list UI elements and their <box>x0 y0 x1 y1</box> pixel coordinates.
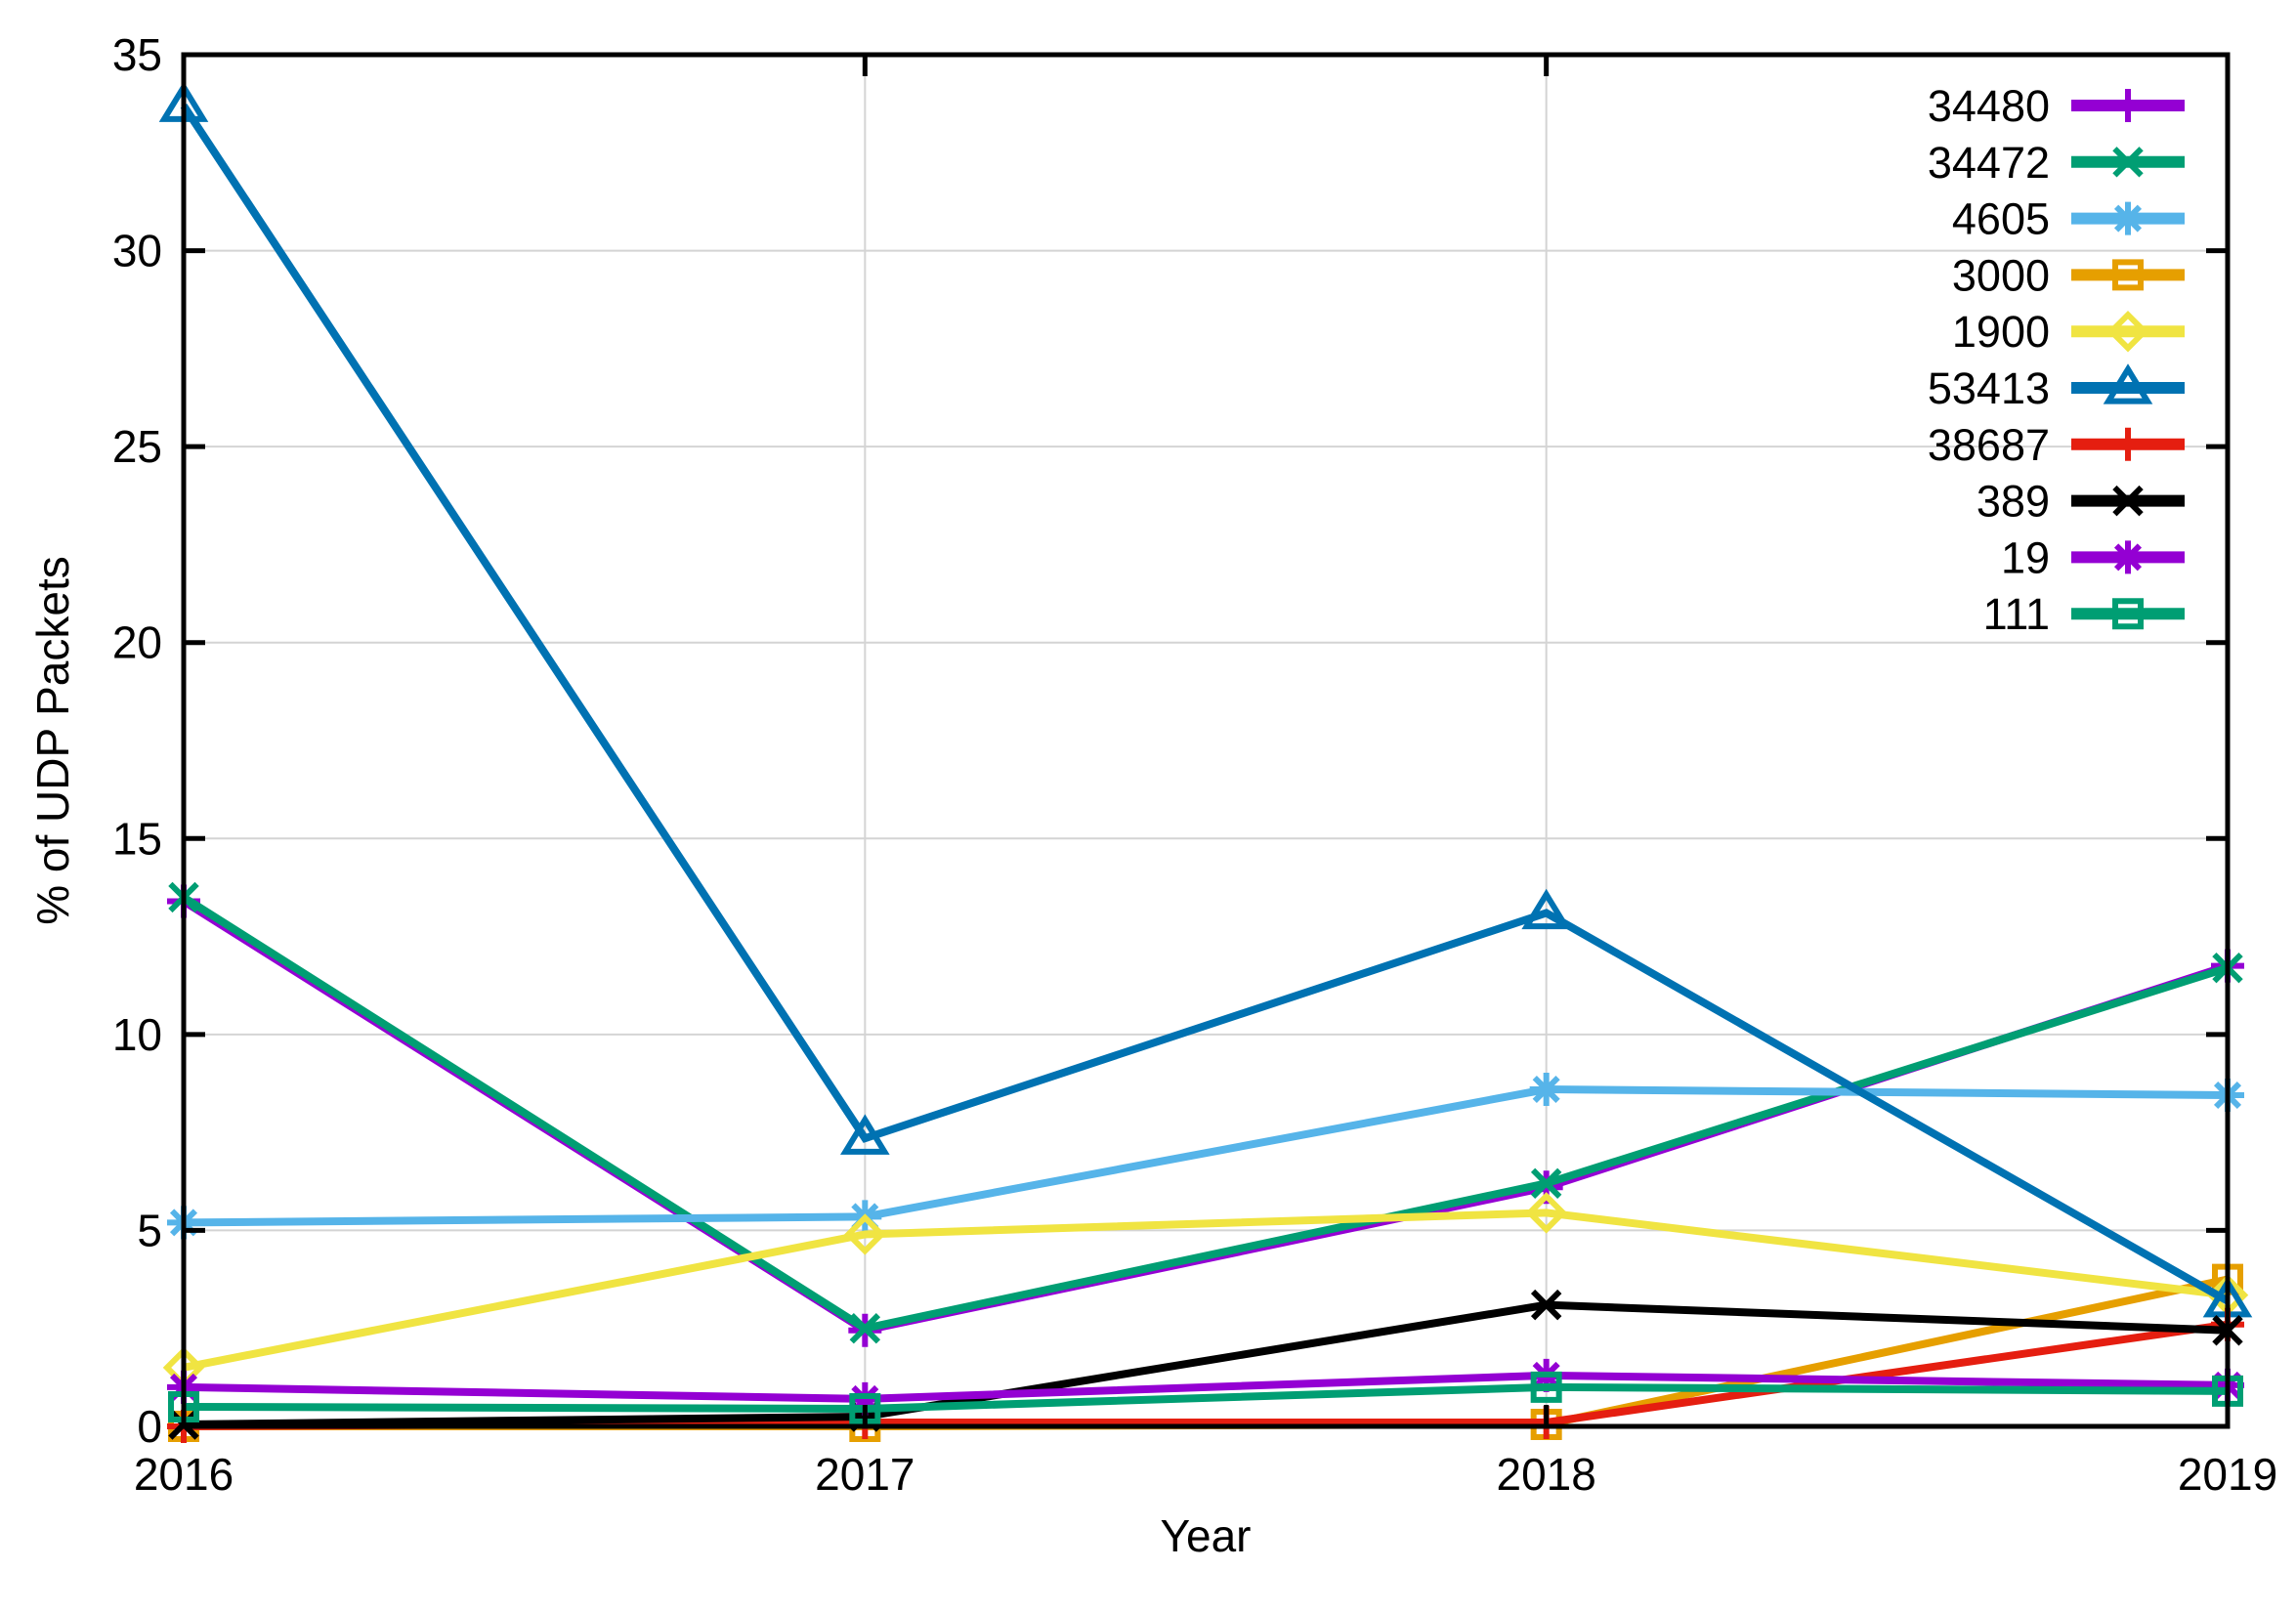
legend-marker-34472 <box>2112 147 2144 178</box>
y-tick-label: 15 <box>112 813 162 864</box>
legend-label-389: 389 <box>1977 477 2050 527</box>
x-tick-label: 2017 <box>815 1449 914 1500</box>
legend-label-38687: 38687 <box>1928 420 2050 470</box>
series-line-4605 <box>183 1085 2229 1227</box>
series-line-389 <box>183 1300 2229 1428</box>
legend-label-111: 111 <box>1983 589 2050 639</box>
x-axis-title: Year <box>1160 1510 1252 1561</box>
plot-border <box>181 52 2231 1429</box>
legend-marker-53413 <box>2103 363 2153 404</box>
series-marker-111 <box>168 1390 199 1422</box>
y-tick-label: 35 <box>112 29 162 80</box>
series-line-19 <box>183 1371 2229 1403</box>
legend-marker-111 <box>2112 598 2144 630</box>
series-marker-1900 <box>844 1213 886 1255</box>
y-tick-label: 30 <box>112 226 162 276</box>
legend-label-4605: 4605 <box>1952 194 2050 244</box>
y-tick-label: 0 <box>137 1401 162 1452</box>
series-marker-53413 <box>1521 888 1571 930</box>
x-tick-label: 2016 <box>134 1449 234 1500</box>
y-tick-label: 25 <box>112 421 162 472</box>
legend-marker-34480 <box>2111 89 2145 122</box>
y-tick-label: 10 <box>112 1009 162 1060</box>
legend-label-34472: 34472 <box>1928 138 2050 188</box>
series-marker-111 <box>1530 1371 1562 1403</box>
series-line-53413 <box>180 103 2230 1305</box>
series-line-34480 <box>181 898 2230 1335</box>
legend-marker-3000 <box>2112 259 2144 291</box>
legend-marker-4605 <box>2111 201 2145 235</box>
x-tick-label: 2019 <box>2178 1449 2277 1500</box>
series-line-1900 <box>183 1209 2229 1372</box>
legend-label-34480: 34480 <box>1928 81 2050 131</box>
y-tick-label: 20 <box>112 617 162 668</box>
series-marker-53413 <box>840 1114 890 1155</box>
legend-marker-38687 <box>2111 427 2145 461</box>
series-marker-389 <box>1530 1289 1562 1321</box>
series-line-34472 <box>181 894 2230 1333</box>
legend-label-53413: 53413 <box>1928 363 2050 413</box>
legend-marker-19 <box>2111 540 2145 574</box>
series-marker-1900 <box>1525 1192 1567 1234</box>
legend-label-3000: 3000 <box>1952 250 2050 300</box>
legend-marker-389 <box>2112 485 2144 517</box>
legend-label-1900: 1900 <box>1952 307 2050 357</box>
series-marker-111 <box>2212 1375 2243 1407</box>
series-marker-34472 <box>1530 1167 1562 1200</box>
series-marker-4605 <box>1529 1073 1563 1107</box>
series-line-111 <box>183 1382 2229 1413</box>
series-marker-34472 <box>849 1312 881 1344</box>
legend-label-19: 19 <box>2001 532 2050 582</box>
series-marker-3000 <box>168 1411 199 1442</box>
x-tick-label: 2018 <box>1496 1449 1595 1500</box>
legend-marker-1900 <box>2106 310 2149 353</box>
y-tick-label: 5 <box>137 1205 162 1255</box>
series-marker-111 <box>849 1392 881 1424</box>
